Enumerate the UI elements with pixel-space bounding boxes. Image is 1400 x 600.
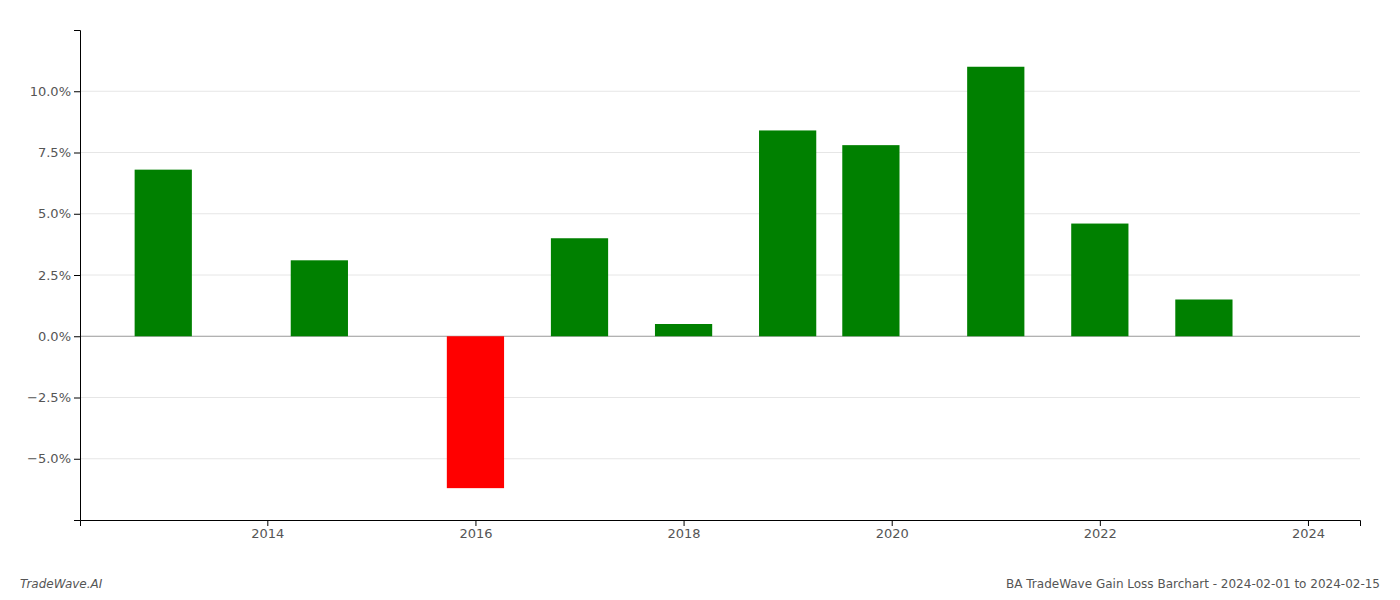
zero-line (80, 336, 1360, 337)
y-tick: 2.5% (38, 268, 80, 283)
y-tick: −2.5% (27, 390, 80, 405)
x-tick: 2024 (1292, 520, 1325, 541)
grid-line (80, 458, 1360, 459)
x-tick: 2020 (876, 520, 909, 541)
y-tick-mark (74, 459, 80, 460)
y-tick-mark (74, 91, 80, 92)
bar (1175, 300, 1232, 337)
y-tick-label: 5.0% (38, 206, 71, 221)
y-tick: 10.0% (30, 84, 80, 99)
bar (1071, 224, 1128, 337)
x-tick-label: 2014 (251, 526, 284, 541)
y-tick-mark (74, 153, 80, 154)
y-tick-label: −5.0% (27, 451, 71, 466)
footer-left: TradeWave.AI (20, 577, 103, 591)
grid-line (80, 152, 1360, 153)
bar (842, 145, 899, 336)
x-tick-mark (475, 520, 476, 526)
x-tick-label: 2020 (876, 526, 909, 541)
y-tick-label: 7.5% (38, 145, 71, 160)
bar (291, 260, 348, 336)
y-tick-mark (74, 336, 80, 337)
grid-line (80, 91, 1360, 92)
bar (759, 130, 816, 336)
x-tick: 2018 (668, 520, 701, 541)
bar (967, 67, 1024, 337)
x-tick-label: 2018 (668, 526, 701, 541)
y-tick-label: 10.0% (30, 84, 71, 99)
y-tick: 5.0% (38, 206, 80, 221)
plot: 2014 2016 2018 2020 2022 2024 −5.0% −2.5% 0.0% 2.… (27, 31, 1360, 542)
x-tick-mark (267, 520, 268, 526)
x-tick-mark (1100, 520, 1101, 526)
y-tick-mark (74, 275, 80, 276)
grid (80, 91, 1360, 459)
x-axis-line (81, 521, 1361, 527)
y-tick-label: 0.0% (38, 329, 71, 344)
bars (135, 67, 1233, 488)
y-axis: −5.0% −2.5% 0.0% 2.5% 5.0% 7.5% 10.0% (27, 31, 80, 521)
y-tick: 7.5% (38, 145, 80, 160)
x-tick: 2016 (459, 520, 492, 541)
x-tick-mark (1308, 520, 1309, 526)
x-tick-mark (892, 520, 893, 526)
x-tick: 2022 (1084, 520, 1117, 541)
y-tick-mark (74, 214, 80, 215)
grid-line (80, 275, 1360, 276)
y-tick: −5.0% (27, 451, 80, 466)
x-tick-label: 2016 (459, 526, 492, 541)
grid-line (80, 397, 1360, 398)
footer-right: BA TradeWave Gain Loss Barchart - 2024-0… (1006, 577, 1380, 591)
y-tick-mark (74, 398, 80, 399)
bar (447, 336, 504, 488)
bar (551, 238, 608, 336)
y-axis-line (74, 31, 81, 521)
y-tick-label: −2.5% (27, 390, 71, 405)
grid-line (80, 213, 1360, 214)
chart: 2014 2016 2018 2020 2022 2024 −5.0% −2.5% 0.0% 2.… (0, 0, 1400, 600)
x-tick-mark (684, 520, 685, 526)
y-tick-label: 2.5% (38, 268, 71, 283)
x-tick-label: 2024 (1292, 526, 1325, 541)
x-tick-label: 2022 (1084, 526, 1117, 541)
x-tick: 2014 (251, 520, 284, 541)
x-axis: 2014 2016 2018 2020 2022 2024 (81, 520, 1361, 541)
bar (135, 170, 192, 337)
bar (655, 324, 712, 336)
y-tick: 0.0% (38, 329, 80, 344)
